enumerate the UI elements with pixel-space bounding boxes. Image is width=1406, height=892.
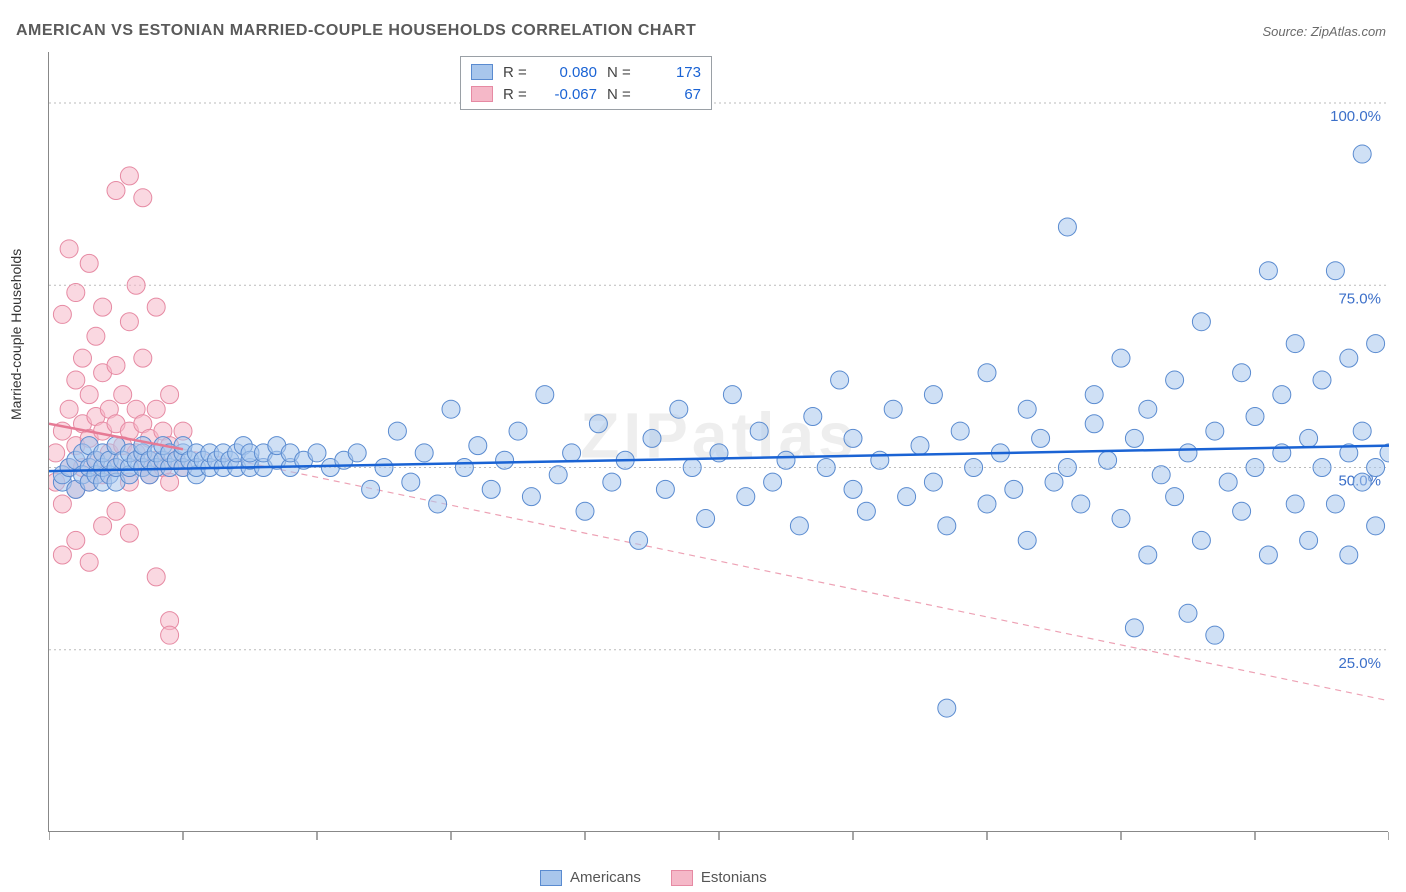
- legend-bottom: Americans Estonians: [540, 869, 767, 886]
- legend-n-label: N =: [607, 86, 635, 103]
- legend-item-americans: Americans: [540, 869, 641, 886]
- legend-row: R = -0.067 N = 67: [471, 83, 701, 105]
- legend-r-label: R =: [503, 86, 531, 103]
- legend-n-value: 173: [645, 64, 701, 81]
- legend-r-label: R =: [503, 64, 531, 81]
- legend-row: R = 0.080 N = 173: [471, 61, 701, 83]
- svg-text:100.0%: 100.0%: [1330, 108, 1381, 125]
- svg-text:75.0%: 75.0%: [1338, 290, 1381, 307]
- legend-swatch-estonians: [471, 86, 493, 102]
- y-axis-title: Married-couple Households: [8, 249, 24, 420]
- svg-text:25.0%: 25.0%: [1338, 655, 1381, 672]
- legend-top-stats: R = 0.080 N = 173 R = -0.067 N = 67: [460, 56, 712, 110]
- legend-item-estonians: Estonians: [671, 869, 767, 886]
- legend-label: Estonians: [701, 869, 767, 886]
- legend-swatch-estonians: [671, 870, 693, 886]
- legend-n-value: 67: [645, 86, 701, 103]
- legend-label: Americans: [570, 869, 641, 886]
- chart-title: AMERICAN VS ESTONIAN MARRIED-COUPLE HOUS…: [16, 22, 696, 40]
- legend-swatch-americans: [471, 64, 493, 80]
- legend-swatch-americans: [540, 870, 562, 886]
- legend-n-label: N =: [607, 64, 635, 81]
- legend-r-value: -0.067: [541, 86, 597, 103]
- legend-r-value: 0.080: [541, 64, 597, 81]
- plot-area: 25.0%50.0%75.0%100.0%0.0%100.0%ZIPatlas: [48, 52, 1388, 832]
- scatter-svg: 25.0%50.0%75.0%100.0%0.0%100.0%ZIPatlas: [49, 52, 1389, 842]
- source-attribution: Source: ZipAtlas.com: [1262, 24, 1386, 39]
